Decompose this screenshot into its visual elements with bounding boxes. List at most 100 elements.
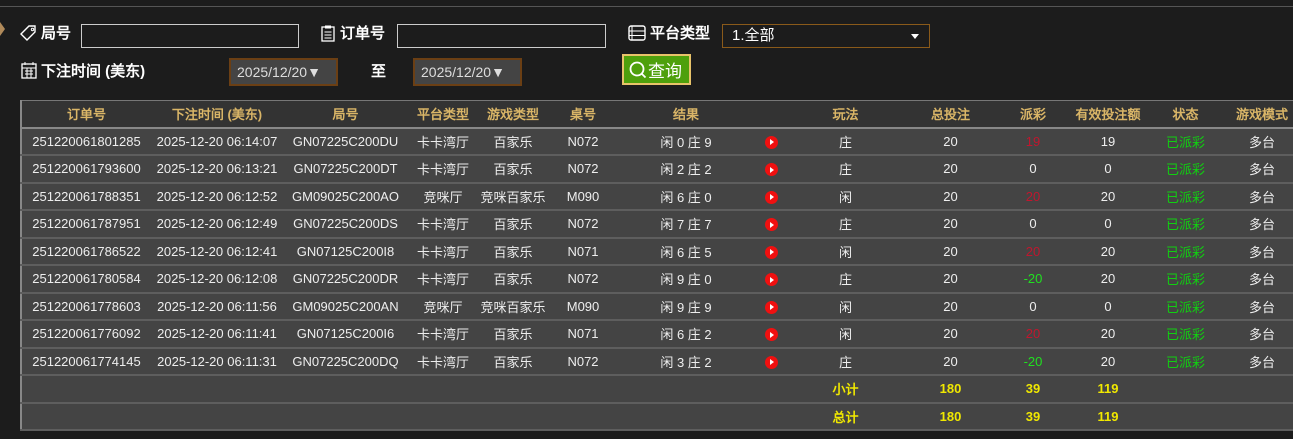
result-cell: 闲 3 庄 2 — [618, 347, 754, 376]
empty-cell — [283, 402, 408, 431]
empty-cell — [20, 402, 151, 431]
subtotal-payout: 39 — [998, 375, 1068, 404]
empty-cell — [618, 375, 754, 404]
game-mode-cell: 多台 — [1223, 155, 1293, 184]
play-video-icon[interactable] — [764, 163, 778, 177]
table-row: 251220061788351 2025-12-20 06:12:52 GM0902… — [20, 182, 1293, 211]
game-type-cell: 百家乐 — [478, 347, 548, 376]
date-to-picker[interactable]: 2025/12/20▼ — [413, 58, 522, 86]
query-button[interactable]: 查询 — [622, 54, 691, 85]
result-cell: 闲 9 庄 9 — [618, 292, 754, 321]
order-id-cell: 251220061788351 — [20, 182, 151, 211]
date-from-picker[interactable]: 2025/12/20▼ — [229, 58, 338, 86]
bet-time-cell: 2025-12-20 06:12:08 — [151, 265, 283, 294]
column-header: 游戏模式 — [1223, 100, 1293, 129]
payout-cell: 20 — [998, 320, 1068, 349]
round-filter-label: 局号 — [20, 22, 71, 43]
play-cell: 闲 — [788, 237, 903, 266]
empty-cell — [1223, 402, 1293, 431]
bet-time-cell: 2025-12-20 06:11:41 — [151, 320, 283, 349]
play-cell: 庄 — [788, 127, 903, 156]
column-header: 玩法 — [788, 100, 903, 129]
play-video-icon[interactable] — [764, 218, 778, 232]
status-cell: 已派彩 — [1148, 155, 1223, 184]
platform-cell: 卡卡湾厅 — [408, 320, 478, 349]
game-type-cell: 竞咪百家乐 — [478, 292, 548, 321]
order-id-cell: 251220061776092 — [20, 320, 151, 349]
empty-cell — [754, 402, 788, 431]
table-no-cell: M090 — [548, 292, 618, 321]
game-type-cell: 百家乐 — [478, 320, 548, 349]
column-header — [754, 100, 788, 129]
empty-cell — [151, 402, 283, 431]
payout-cell: -20 — [998, 347, 1068, 376]
bet-time-cell: 2025-12-20 06:14:07 — [151, 127, 283, 156]
replay-cell — [754, 320, 788, 349]
play-video-icon[interactable] — [764, 300, 778, 314]
play-video-icon[interactable] — [764, 135, 778, 149]
search-icon — [629, 61, 647, 78]
total-valid: 119 — [1068, 402, 1148, 431]
total-bet-cell: 20 — [903, 182, 998, 211]
column-header: 总投注 — [903, 100, 998, 129]
empty-cell — [20, 375, 151, 404]
status-cell: 已派彩 — [1148, 182, 1223, 211]
round-input[interactable] — [81, 24, 299, 48]
total-payout: 39 — [998, 402, 1068, 431]
result-cell: 闲 7 庄 7 — [618, 210, 754, 239]
subtotal-valid: 119 — [1068, 375, 1148, 404]
empty-cell — [1223, 375, 1293, 404]
table-row: 251220061780584 2025-12-20 06:12:08 GN0722… — [20, 265, 1293, 294]
total-bet-cell: 20 — [903, 320, 998, 349]
chevron-down-icon — [911, 34, 919, 39]
bet-time-cell: 2025-12-20 06:13:21 — [151, 155, 283, 184]
game-mode-cell: 多台 — [1223, 182, 1293, 211]
result-cell: 闲 6 庄 5 — [618, 237, 754, 266]
result-cell: 闲 6 庄 2 — [618, 320, 754, 349]
round-id-cell: GN07225C200DR — [283, 265, 408, 294]
status-cell: 已派彩 — [1148, 320, 1223, 349]
play-video-icon[interactable] — [764, 355, 778, 369]
sidebar-toggle[interactable] — [0, 22, 5, 36]
total-bet-cell: 20 — [903, 265, 998, 294]
column-header: 状态 — [1148, 100, 1223, 129]
table-row: 251220061778603 2025-12-20 06:11:56 GM0902… — [20, 292, 1293, 321]
round-id-cell: GN07225C200DT — [283, 155, 408, 184]
top-divider — [0, 6, 1293, 7]
play-video-icon[interactable] — [764, 273, 778, 287]
game-mode-cell: 多台 — [1223, 210, 1293, 239]
empty-cell — [618, 402, 754, 431]
round-id-cell: GN07225C200DQ — [283, 347, 408, 376]
play-video-icon[interactable] — [764, 245, 778, 259]
payout-cell: -20 — [998, 265, 1068, 294]
table-row: 251220061774145 2025-12-20 06:11:31 GN0722… — [20, 347, 1293, 376]
round-id-cell: GN07125C200I6 — [283, 320, 408, 349]
empty-cell — [151, 375, 283, 404]
order-input[interactable] — [397, 24, 606, 48]
order-id-cell: 251220061787951 — [20, 210, 151, 239]
column-header: 订单号 — [20, 100, 151, 129]
table-no-cell: N071 — [548, 237, 618, 266]
round-id-cell: GN07125C200I8 — [283, 237, 408, 266]
column-header: 派彩 — [998, 100, 1068, 129]
column-header: 游戏类型 — [478, 100, 548, 129]
play-video-icon[interactable] — [764, 190, 778, 204]
play-video-icon[interactable] — [764, 328, 778, 342]
replay-cell — [754, 127, 788, 156]
payout-cell: 19 — [998, 127, 1068, 156]
payout-cell: 20 — [998, 182, 1068, 211]
bet-time-cell: 2025-12-20 06:12:49 — [151, 210, 283, 239]
result-cell: 闲 2 庄 2 — [618, 155, 754, 184]
platform-select[interactable]: 1.全部 — [722, 24, 930, 48]
play-cell: 闲 — [788, 320, 903, 349]
replay-cell — [754, 237, 788, 266]
platform-cell: 卡卡湾厅 — [408, 210, 478, 239]
game-type-cell: 竞咪百家乐 — [478, 182, 548, 211]
status-cell: 已派彩 — [1148, 347, 1223, 376]
total-bet-cell: 20 — [903, 155, 998, 184]
bet-time-cell: 2025-12-20 06:11:56 — [151, 292, 283, 321]
status-cell: 已派彩 — [1148, 265, 1223, 294]
calendar-icon — [21, 62, 37, 79]
column-header: 平台类型 — [408, 100, 478, 129]
valid-bet-cell: 0 — [1068, 155, 1148, 184]
